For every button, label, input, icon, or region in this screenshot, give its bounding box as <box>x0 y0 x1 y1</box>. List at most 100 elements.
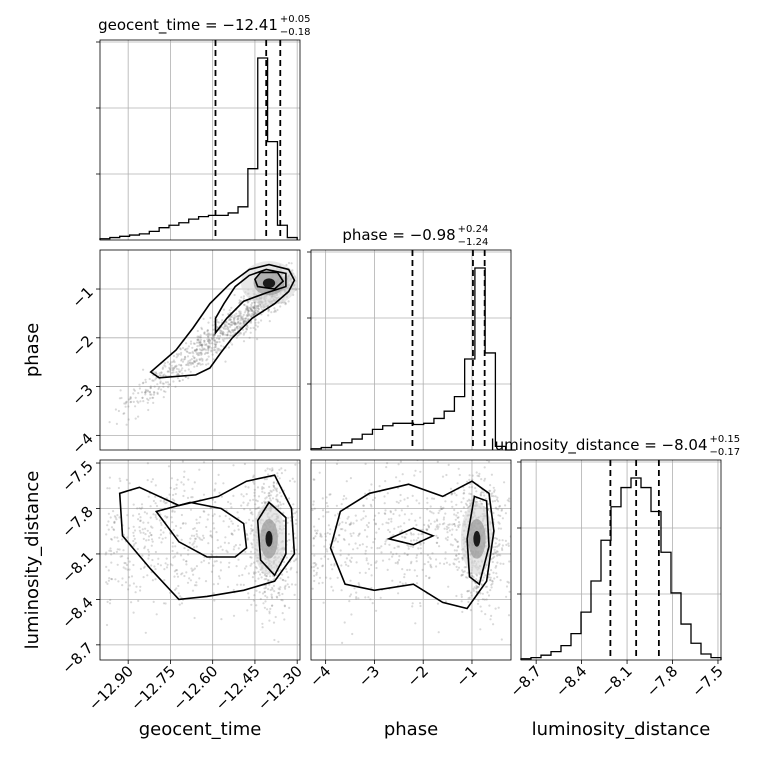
scatter-point <box>139 567 142 571</box>
scatter-point <box>375 531 378 534</box>
scatter-point <box>218 515 221 518</box>
scatter-point <box>181 367 184 370</box>
scatter-point <box>397 592 400 595</box>
scatter-point <box>267 308 270 311</box>
scatter-point <box>242 320 245 323</box>
scatter-point <box>267 492 270 495</box>
scatter-point <box>417 536 420 540</box>
scatter-point <box>276 472 279 475</box>
scatter-point <box>288 606 291 610</box>
scatter-point <box>195 359 198 362</box>
scatter-point <box>245 565 248 568</box>
scatter-point <box>121 577 124 580</box>
scatter-point <box>507 542 510 545</box>
scatter-point <box>428 576 431 579</box>
scatter-point <box>267 579 270 582</box>
scatter-point <box>448 523 451 526</box>
scatter-point <box>353 587 356 590</box>
scatter-point <box>337 512 340 515</box>
scatter-point <box>114 578 117 581</box>
scatter-point <box>242 322 245 325</box>
scatter-point <box>392 553 395 556</box>
scatter-point <box>157 387 160 391</box>
scatter-point <box>238 301 241 304</box>
scatter-point <box>138 387 141 390</box>
scatter-point <box>174 365 178 368</box>
scatter-point <box>456 540 459 543</box>
scatter-point <box>406 543 409 547</box>
scatter-point <box>167 465 171 468</box>
scatter-point <box>250 530 253 533</box>
scatter-point <box>497 500 500 503</box>
title-text: luminosity_distance = −8.04 <box>490 436 707 455</box>
scatter-point <box>215 560 218 563</box>
scatter-point <box>443 522 446 525</box>
scatter-point <box>177 592 180 595</box>
y-axis-label-phase: phase <box>22 323 43 377</box>
scatter-point <box>373 496 376 499</box>
scatter-point <box>165 501 168 504</box>
scatter-point <box>163 362 167 365</box>
scatter-point <box>435 558 438 561</box>
scatter-point <box>436 536 439 539</box>
scatter-point <box>252 571 255 574</box>
scatter-point <box>403 513 406 516</box>
scatter-point <box>493 551 496 554</box>
scatter-point <box>267 588 270 591</box>
x-axis-label-geocent_time: geocent_time <box>139 719 262 740</box>
scatter-point <box>269 588 272 592</box>
scatter-point <box>142 521 145 524</box>
scatter-point <box>385 521 388 524</box>
scatter-point <box>274 310 277 313</box>
scatter-point <box>125 400 128 403</box>
scatter-point <box>206 352 209 355</box>
scatter-point <box>494 545 497 549</box>
scatter-point <box>243 322 246 325</box>
scatter-point <box>138 526 141 529</box>
scatter-point <box>199 363 202 366</box>
scatter-point <box>201 538 204 542</box>
scatter-point <box>250 315 253 318</box>
scatter-point <box>122 533 125 537</box>
scatter-point <box>244 309 247 312</box>
scatter-point <box>429 505 432 508</box>
scatter-point <box>294 522 298 525</box>
scatter-point <box>210 534 213 537</box>
scatter-point <box>469 502 472 505</box>
scatter-point <box>497 544 500 547</box>
scatter-point <box>204 344 208 347</box>
scatter-point <box>275 488 278 491</box>
scatter-point <box>248 306 251 309</box>
scatter-point <box>226 327 229 330</box>
y-axis-label-luminosity_distance: luminosity_distance <box>22 471 43 650</box>
scatter-point <box>453 492 456 495</box>
scatter-point <box>123 412 126 415</box>
scatter-point <box>255 307 258 310</box>
scatter-point <box>449 543 452 546</box>
scatter-point <box>281 578 284 581</box>
scatter-point <box>250 527 253 530</box>
scatter-point <box>132 388 135 391</box>
scatter-point <box>141 528 144 531</box>
scatter-point <box>215 531 218 534</box>
scatter-point <box>436 527 439 530</box>
scatter-point <box>150 564 153 567</box>
scatter-point <box>257 304 260 307</box>
scatter-point <box>180 602 184 605</box>
scatter-point <box>163 364 166 367</box>
scatter-point <box>246 301 249 304</box>
scatter-point <box>399 525 402 528</box>
scatter-point <box>377 511 380 515</box>
scatter-point <box>172 556 175 559</box>
scatter-point <box>278 468 281 471</box>
scatter-point <box>319 535 322 538</box>
scatter-point <box>285 556 288 559</box>
scatter-point <box>295 548 298 551</box>
scatter-point <box>164 390 167 393</box>
scatter-point <box>482 491 485 494</box>
scatter-point <box>348 595 351 598</box>
contour-level-3 <box>253 271 285 290</box>
scatter-point <box>155 517 158 521</box>
scatter-point <box>232 318 236 321</box>
scatter-point <box>503 481 506 484</box>
